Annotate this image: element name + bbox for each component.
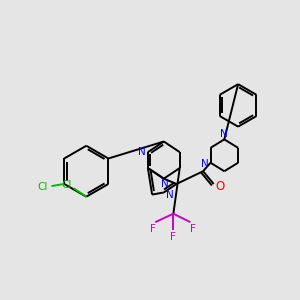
Text: F: F	[190, 224, 195, 234]
Text: N: N	[201, 159, 209, 169]
Text: N: N	[138, 147, 146, 157]
Text: N: N	[166, 190, 174, 200]
Text: N: N	[161, 179, 169, 189]
Text: F: F	[170, 232, 176, 242]
Text: N: N	[220, 129, 228, 139]
Text: F: F	[150, 224, 156, 234]
Text: O: O	[215, 180, 225, 193]
Text: Cl: Cl	[61, 180, 71, 190]
Text: Cl: Cl	[38, 182, 48, 192]
